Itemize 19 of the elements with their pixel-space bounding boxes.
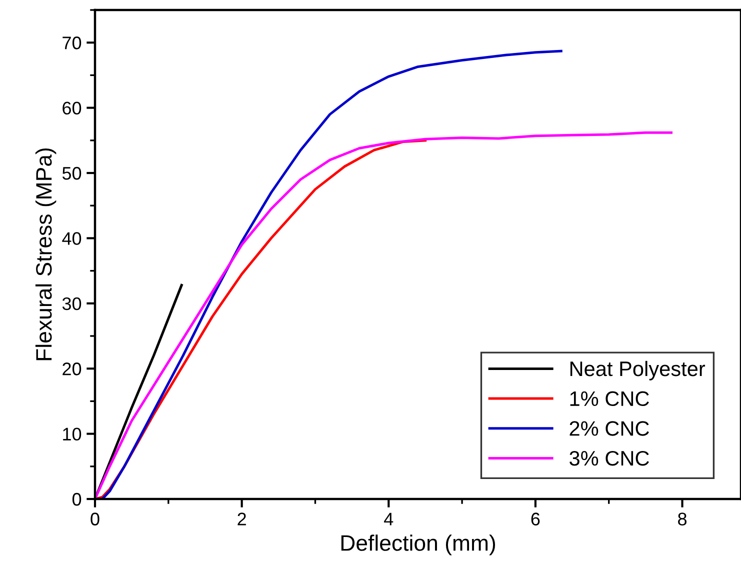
y-tick-label: 70 bbox=[62, 36, 82, 50]
x-axis-title: Deflection (mm) bbox=[341, 534, 496, 556]
y-tick-label: 0 bbox=[72, 492, 82, 506]
y-tick-label: 10 bbox=[63, 428, 82, 441]
x-tick-label: 4 bbox=[384, 512, 394, 526]
x-tick-label: 6 bbox=[531, 512, 540, 526]
y-tick-label: 40 bbox=[62, 232, 82, 245]
legend-label: 3% CNC bbox=[570, 450, 649, 466]
y-tick-label: 50 bbox=[62, 166, 82, 180]
x-tick-label: 2 bbox=[238, 512, 246, 526]
x-tick-label: 0 bbox=[90, 512, 100, 526]
legend-label: Neat Polyester bbox=[570, 360, 706, 380]
y-tick-label: 20 bbox=[62, 362, 82, 376]
y-tick-label: 30 bbox=[62, 297, 82, 310]
x-tick-label: 8 bbox=[678, 512, 687, 526]
y-axis-title: Flexural Stress (MPa) bbox=[35, 148, 56, 360]
y-tick-label: 60 bbox=[62, 102, 82, 115]
legend-label: 1% CNC bbox=[570, 391, 649, 406]
legend-label: 2% CNC bbox=[570, 421, 649, 436]
